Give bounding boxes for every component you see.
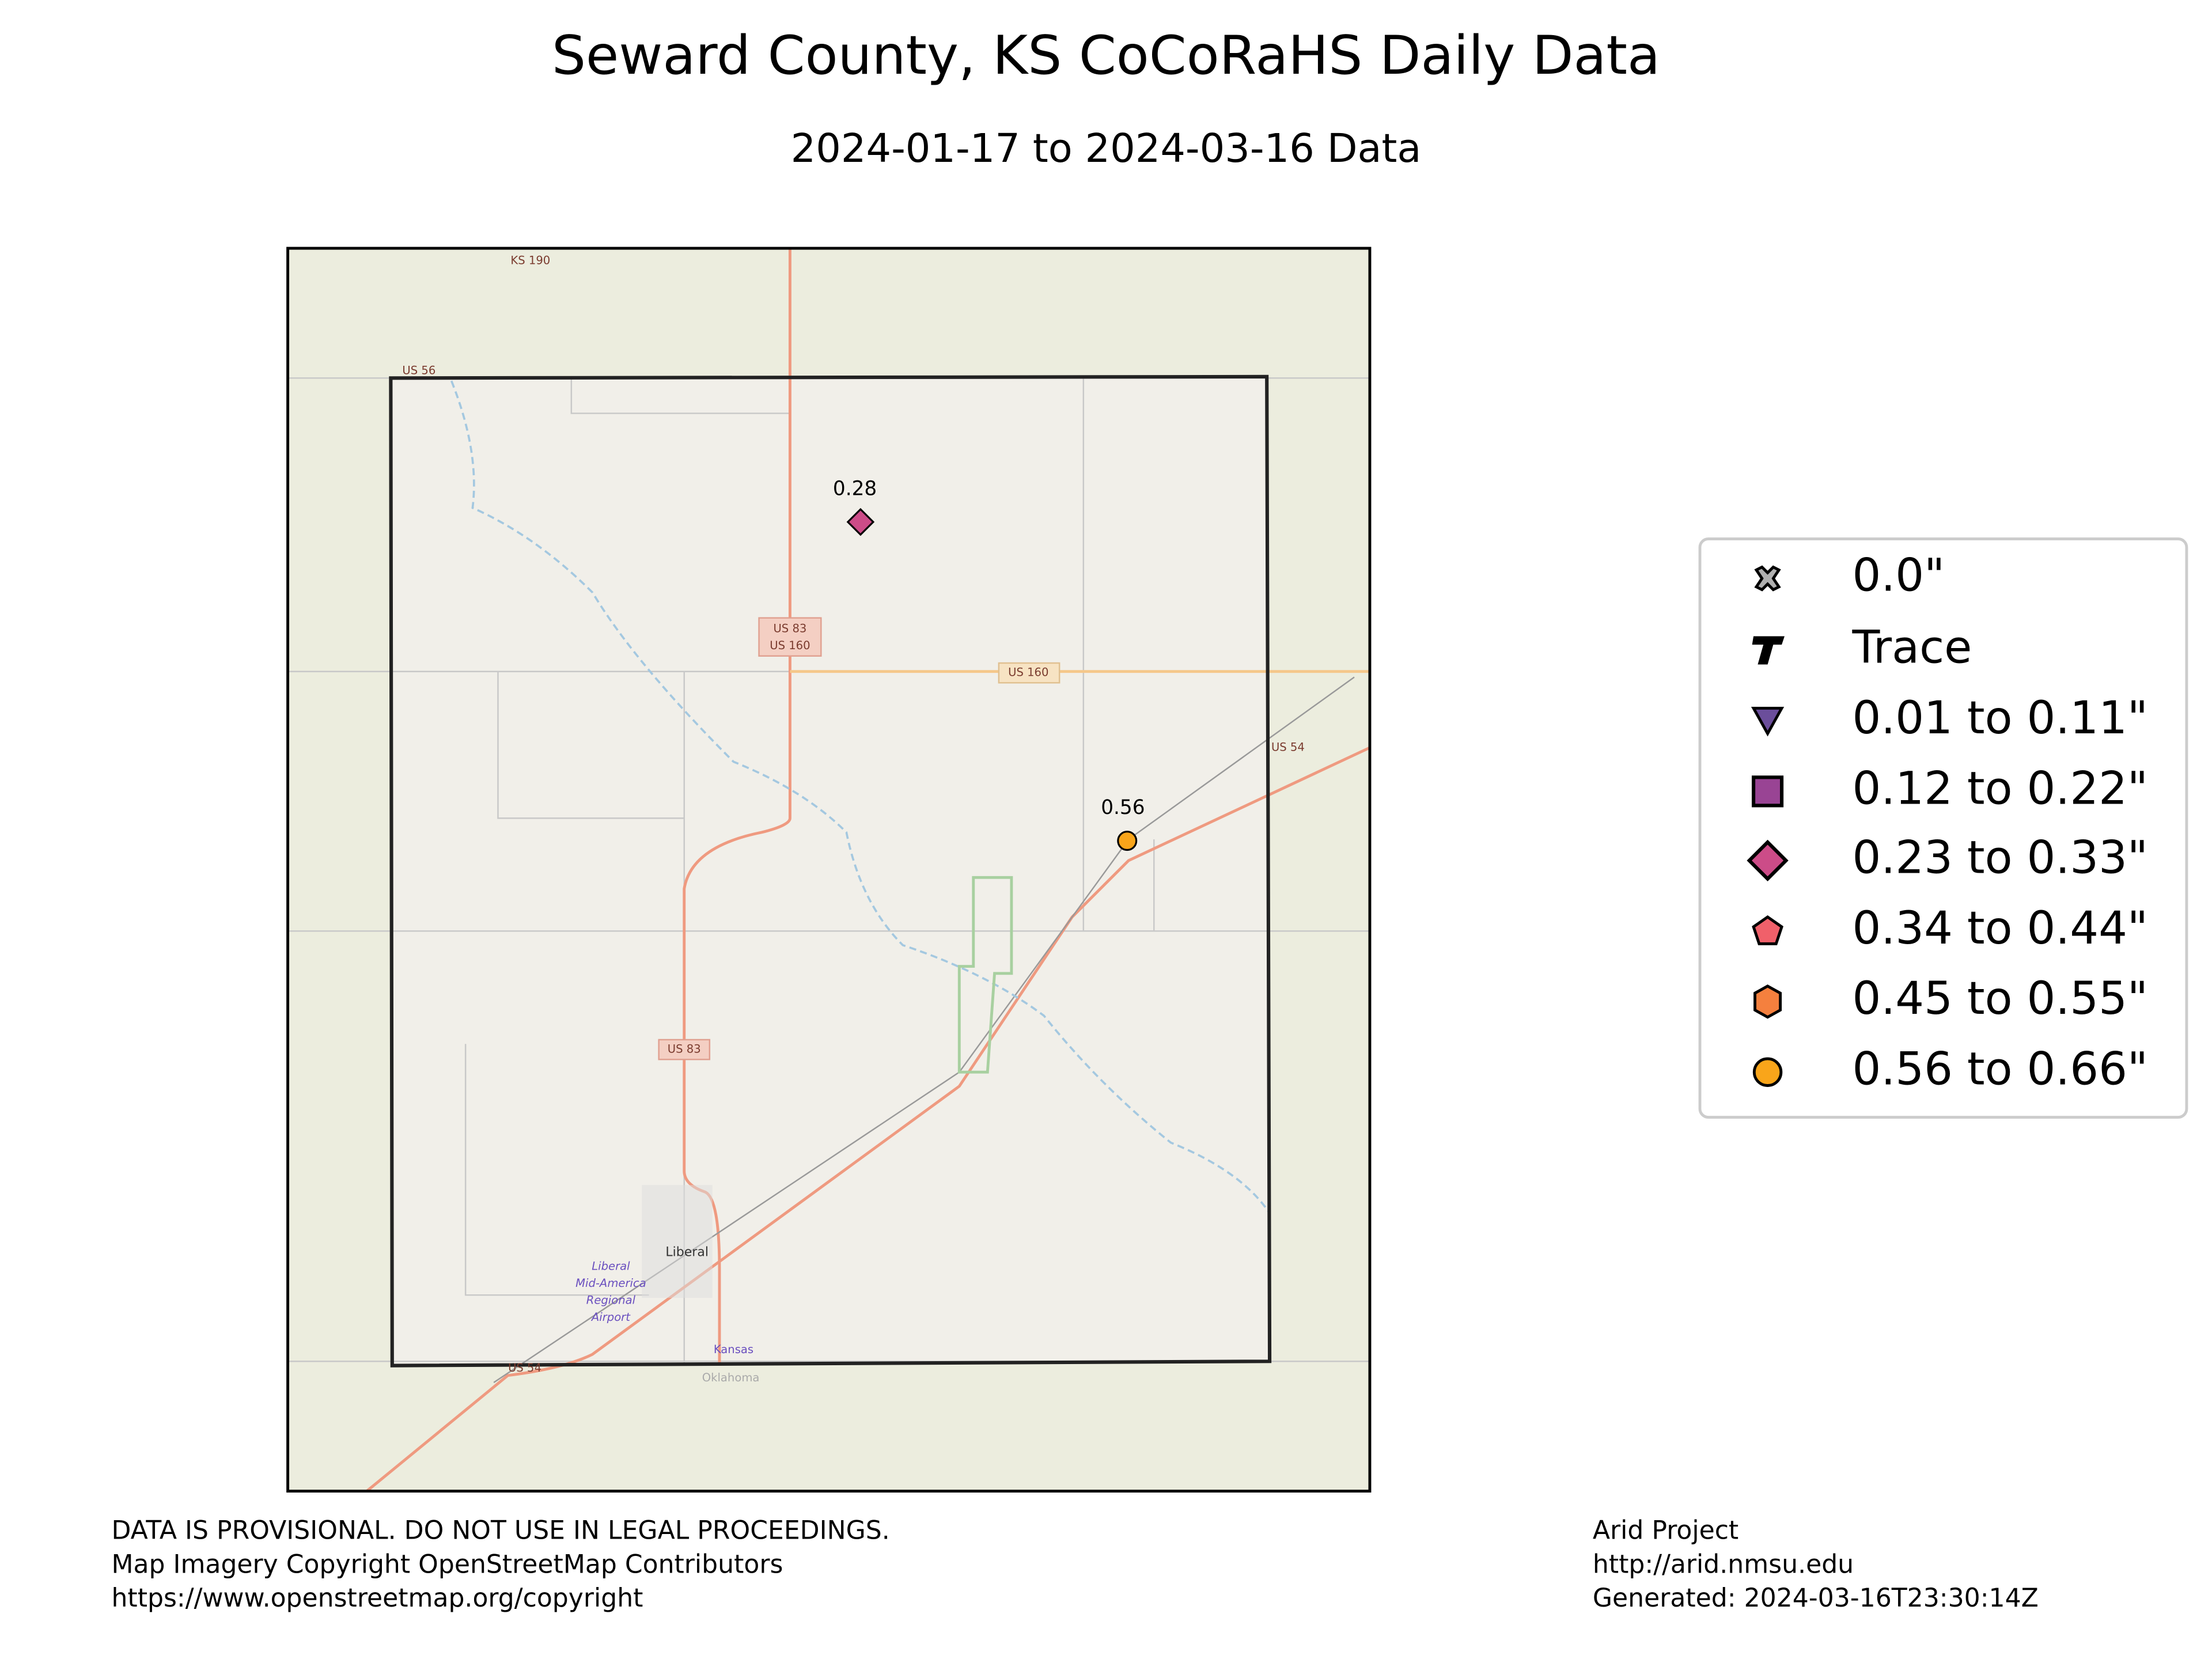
legend-label: 0.34 to 0.44" bbox=[1853, 902, 2148, 955]
us-83 bbox=[683, 248, 791, 1366]
road-label: US 83 bbox=[668, 1043, 701, 1056]
county-boundary bbox=[389, 374, 1272, 1368]
legend-label: 0.23 to 0.33" bbox=[1853, 831, 2148, 884]
legend-symbol bbox=[1747, 839, 1789, 882]
shield bbox=[658, 1039, 711, 1060]
state-label: Kansas bbox=[714, 1343, 753, 1356]
state-label: Oklahoma bbox=[702, 1371, 760, 1384]
footer-text: http://arid.nmsu.edu bbox=[1593, 1550, 1854, 1579]
footer-text: DATA IS PROVISIONAL. DO NOT USE IN LEGAL… bbox=[111, 1516, 889, 1546]
road-label: US 160 bbox=[1008, 666, 1048, 679]
river bbox=[450, 380, 1271, 1214]
footer-text: Generated: 2024-03-16T23:30:14Z bbox=[1593, 1584, 2039, 1613]
town-area bbox=[642, 1185, 713, 1298]
road-label: US 56 bbox=[402, 364, 435, 377]
legend-label: 0.12 to 0.22" bbox=[1853, 762, 2148, 815]
map-frame bbox=[286, 247, 1372, 1493]
station-marker bbox=[846, 507, 875, 536]
legend-symbol bbox=[1752, 915, 1783, 945]
airport-label: Liberal bbox=[592, 1260, 630, 1273]
legend-box bbox=[1698, 537, 2188, 1119]
road-label: US 83 bbox=[773, 622, 806, 635]
footer-text: Map Imagery Copyright OpenStreetMap Cont… bbox=[111, 1550, 783, 1579]
subtitle: 2024-01-17 to 2024-03-16 Data bbox=[791, 126, 1422, 172]
shield bbox=[998, 662, 1060, 684]
station-marker bbox=[1117, 831, 1138, 851]
legend-label: Trace bbox=[1852, 621, 1972, 673]
legend-symbol bbox=[1751, 706, 1785, 737]
legend-symbol bbox=[1754, 565, 1781, 592]
airport-label: Airport bbox=[590, 1310, 631, 1324]
shield bbox=[758, 617, 822, 657]
legend: 0.0" Trace 0.01 to 0.11" 0.12 to 0.22" 0… bbox=[1698, 537, 2188, 1119]
title: Seward County, KS CoCoRaHS Daily Data bbox=[552, 24, 1660, 86]
map: KS 190 US 56 US 83 US 160 US 160 US 54 U… bbox=[286, 247, 1372, 1493]
legend-symbol bbox=[1752, 775, 1784, 808]
footer-text: Arid Project bbox=[1593, 1516, 1738, 1546]
park bbox=[957, 876, 1013, 1074]
road-label: US 54 bbox=[1271, 740, 1305, 753]
legend-symbol bbox=[1752, 636, 1785, 665]
railroad bbox=[493, 676, 1355, 1384]
town-label: Liberal bbox=[665, 1245, 709, 1260]
legend-label: 0.0" bbox=[1853, 550, 1945, 602]
road-label: US 54 bbox=[508, 1361, 541, 1374]
station-label: 0.56 bbox=[1101, 796, 1145, 819]
legend-symbol bbox=[1753, 984, 1782, 1019]
legend-symbol bbox=[1752, 1057, 1783, 1087]
legend-label: 0.45 to 0.55" bbox=[1853, 972, 2148, 1025]
airport-label: Regional bbox=[586, 1293, 636, 1306]
county-fill bbox=[391, 376, 1270, 1366]
station-label: 0.28 bbox=[833, 477, 877, 500]
footer-text: https://www.openstreetmap.org/copyright bbox=[111, 1584, 643, 1613]
legend-label: 0.56 to 0.66" bbox=[1853, 1043, 2148, 1096]
airport-label: Mid-America bbox=[575, 1277, 646, 1290]
road-label: US 160 bbox=[770, 639, 810, 652]
legend-label: 0.01 to 0.11" bbox=[1853, 692, 2148, 744]
road-label: KS 190 bbox=[510, 254, 550, 267]
